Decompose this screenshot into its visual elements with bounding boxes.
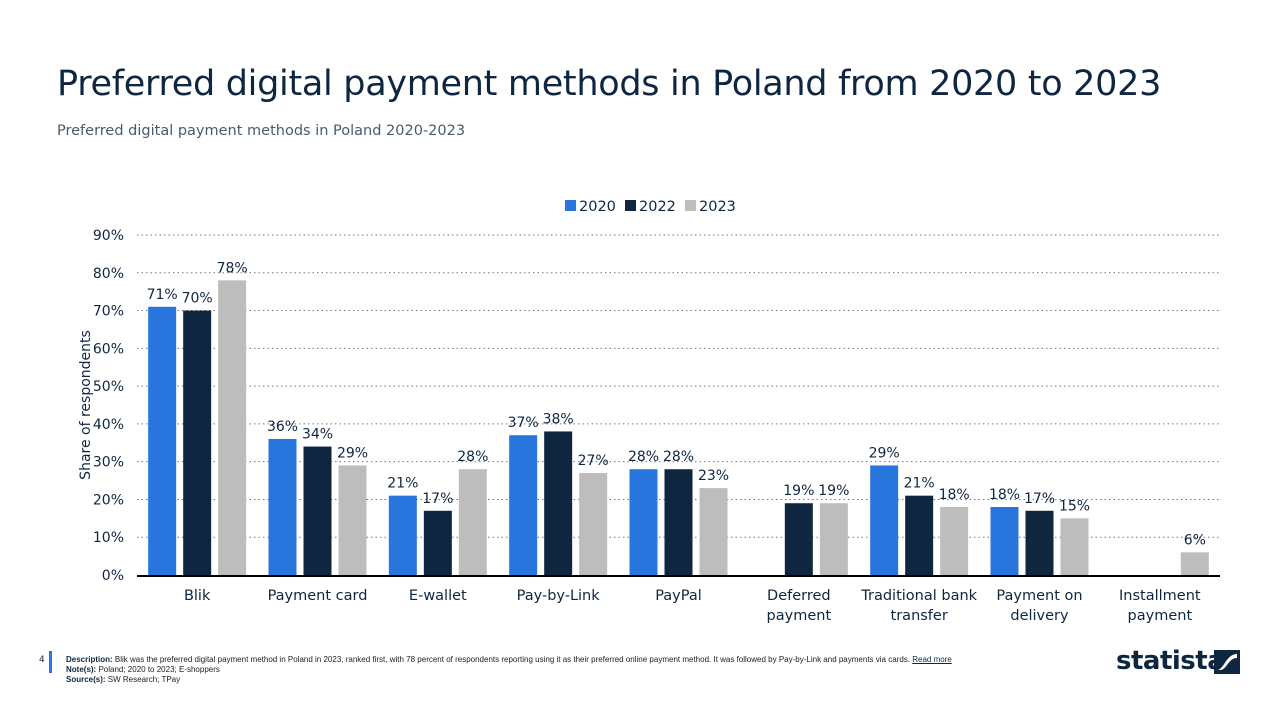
- statista-logo: statista: [1116, 646, 1225, 676]
- x-tick-label: Deferred: [767, 588, 831, 604]
- data-label: 18%: [989, 487, 1020, 503]
- notes-text: Poland; 2020 to 2023; E-shoppers: [98, 665, 220, 674]
- legend-swatch-2022: [625, 200, 636, 211]
- page-number: 4: [39, 655, 45, 665]
- bar-2022[interactable]: [183, 310, 212, 575]
- x-tick-label: PayPal: [655, 588, 702, 604]
- x-tick-label: Installment: [1119, 588, 1201, 604]
- y-tick-label: 90%: [93, 228, 124, 244]
- notes-label: Note(s):: [66, 665, 97, 674]
- y-tick-label: 30%: [93, 455, 124, 471]
- y-tick-label: 40%: [93, 417, 124, 433]
- source-text: SW Research; TPay: [107, 675, 181, 684]
- bar-2022[interactable]: [664, 469, 693, 575]
- footer-notes: Description: Blik was the preferred digi…: [66, 655, 952, 685]
- legend-swatch-2023: [685, 200, 696, 211]
- data-label: 34%: [302, 427, 333, 443]
- x-tick-label: Traditional bank: [860, 588, 977, 604]
- y-tick-label: 10%: [93, 530, 124, 546]
- bar-2020[interactable]: [388, 495, 417, 575]
- bar-2020[interactable]: [990, 507, 1019, 575]
- data-label: 27%: [578, 453, 609, 469]
- data-label: 19%: [818, 483, 849, 499]
- data-label: 15%: [1059, 498, 1090, 514]
- bar-2023[interactable]: [218, 280, 247, 575]
- data-label: 29%: [869, 445, 900, 461]
- chart-subtitle: Preferred digital payment methods in Pol…: [57, 123, 466, 139]
- bar-2023[interactable]: [458, 469, 487, 575]
- bar-2023[interactable]: [338, 465, 367, 575]
- data-label: 71%: [147, 287, 178, 303]
- bar-2023[interactable]: [1180, 552, 1209, 575]
- data-label: 37%: [508, 415, 539, 431]
- bar-2022[interactable]: [784, 503, 813, 575]
- bar-2022[interactable]: [905, 495, 934, 575]
- y-tick-label: 0%: [102, 568, 124, 584]
- data-label: 70%: [182, 291, 213, 307]
- description-text: Blik was the preferred digital payment m…: [114, 655, 910, 664]
- bar-2023[interactable]: [819, 503, 848, 575]
- x-tick-label: Blik: [184, 588, 211, 604]
- bar-2022[interactable]: [544, 431, 573, 575]
- data-label: 6%: [1184, 532, 1206, 548]
- bar-2020[interactable]: [268, 439, 297, 575]
- data-label: 23%: [698, 468, 729, 484]
- data-label: 17%: [422, 491, 453, 507]
- description-label: Description:: [66, 655, 113, 664]
- x-tick-label: delivery: [1010, 608, 1069, 624]
- data-label: 19%: [783, 483, 814, 499]
- y-axis-label: Share of respondents: [78, 330, 94, 480]
- data-label: 28%: [457, 449, 488, 465]
- read-more-link[interactable]: Read more: [912, 655, 952, 664]
- legend-label-2020[interactable]: 2020: [579, 199, 616, 215]
- bar-2020[interactable]: [509, 435, 538, 575]
- y-tick-label: 60%: [93, 341, 124, 357]
- y-tick-label: 50%: [93, 379, 124, 395]
- bar-2023[interactable]: [579, 473, 608, 575]
- bar-2023[interactable]: [699, 488, 728, 575]
- bar-2020[interactable]: [629, 469, 658, 575]
- page-marker: [49, 651, 52, 673]
- legend-swatch-2020: [565, 200, 576, 211]
- data-label: 38%: [543, 411, 574, 427]
- data-label: 28%: [663, 449, 694, 465]
- chart-title: Preferred digital payment methods in Pol…: [57, 64, 1162, 104]
- data-label: 28%: [628, 449, 659, 465]
- data-label: 18%: [939, 487, 970, 503]
- data-label: 36%: [267, 419, 298, 435]
- bar-2023[interactable]: [1060, 518, 1089, 575]
- source-label: Source(s):: [66, 675, 106, 684]
- x-tick-label: Payment on: [996, 588, 1082, 604]
- data-label: 21%: [387, 476, 418, 492]
- bar-2022[interactable]: [423, 510, 452, 575]
- bar-2022[interactable]: [1025, 510, 1054, 575]
- y-tick-label: 70%: [93, 304, 124, 320]
- bar-2022[interactable]: [303, 446, 332, 575]
- bar-2023[interactable]: [940, 507, 969, 575]
- x-tick-label: Payment card: [268, 588, 368, 604]
- legend-label-2022[interactable]: 2022: [639, 199, 676, 215]
- statista-logo-icon: [1214, 650, 1240, 674]
- bar-chart: 0% 10% 20% 30% 40% 50% 60% 70% 80% 90% Share of re…: [78, 199, 1220, 624]
- y-tick-label: 20%: [93, 492, 124, 508]
- data-label: 29%: [337, 445, 368, 461]
- data-label: 78%: [217, 260, 248, 276]
- bar-2020[interactable]: [148, 306, 177, 575]
- data-label: 17%: [1024, 491, 1055, 507]
- x-tick-label: E-wallet: [409, 588, 467, 604]
- y-tick-label: 80%: [93, 266, 124, 282]
- x-tick-label: payment: [767, 608, 832, 624]
- bar-2020[interactable]: [870, 465, 899, 575]
- x-tick-label: payment: [1128, 608, 1193, 624]
- x-tick-label: Pay-by-Link: [517, 588, 601, 604]
- legend-label-2023[interactable]: 2023: [699, 199, 736, 215]
- data-label: 21%: [904, 476, 935, 492]
- x-tick-label: transfer: [891, 608, 948, 624]
